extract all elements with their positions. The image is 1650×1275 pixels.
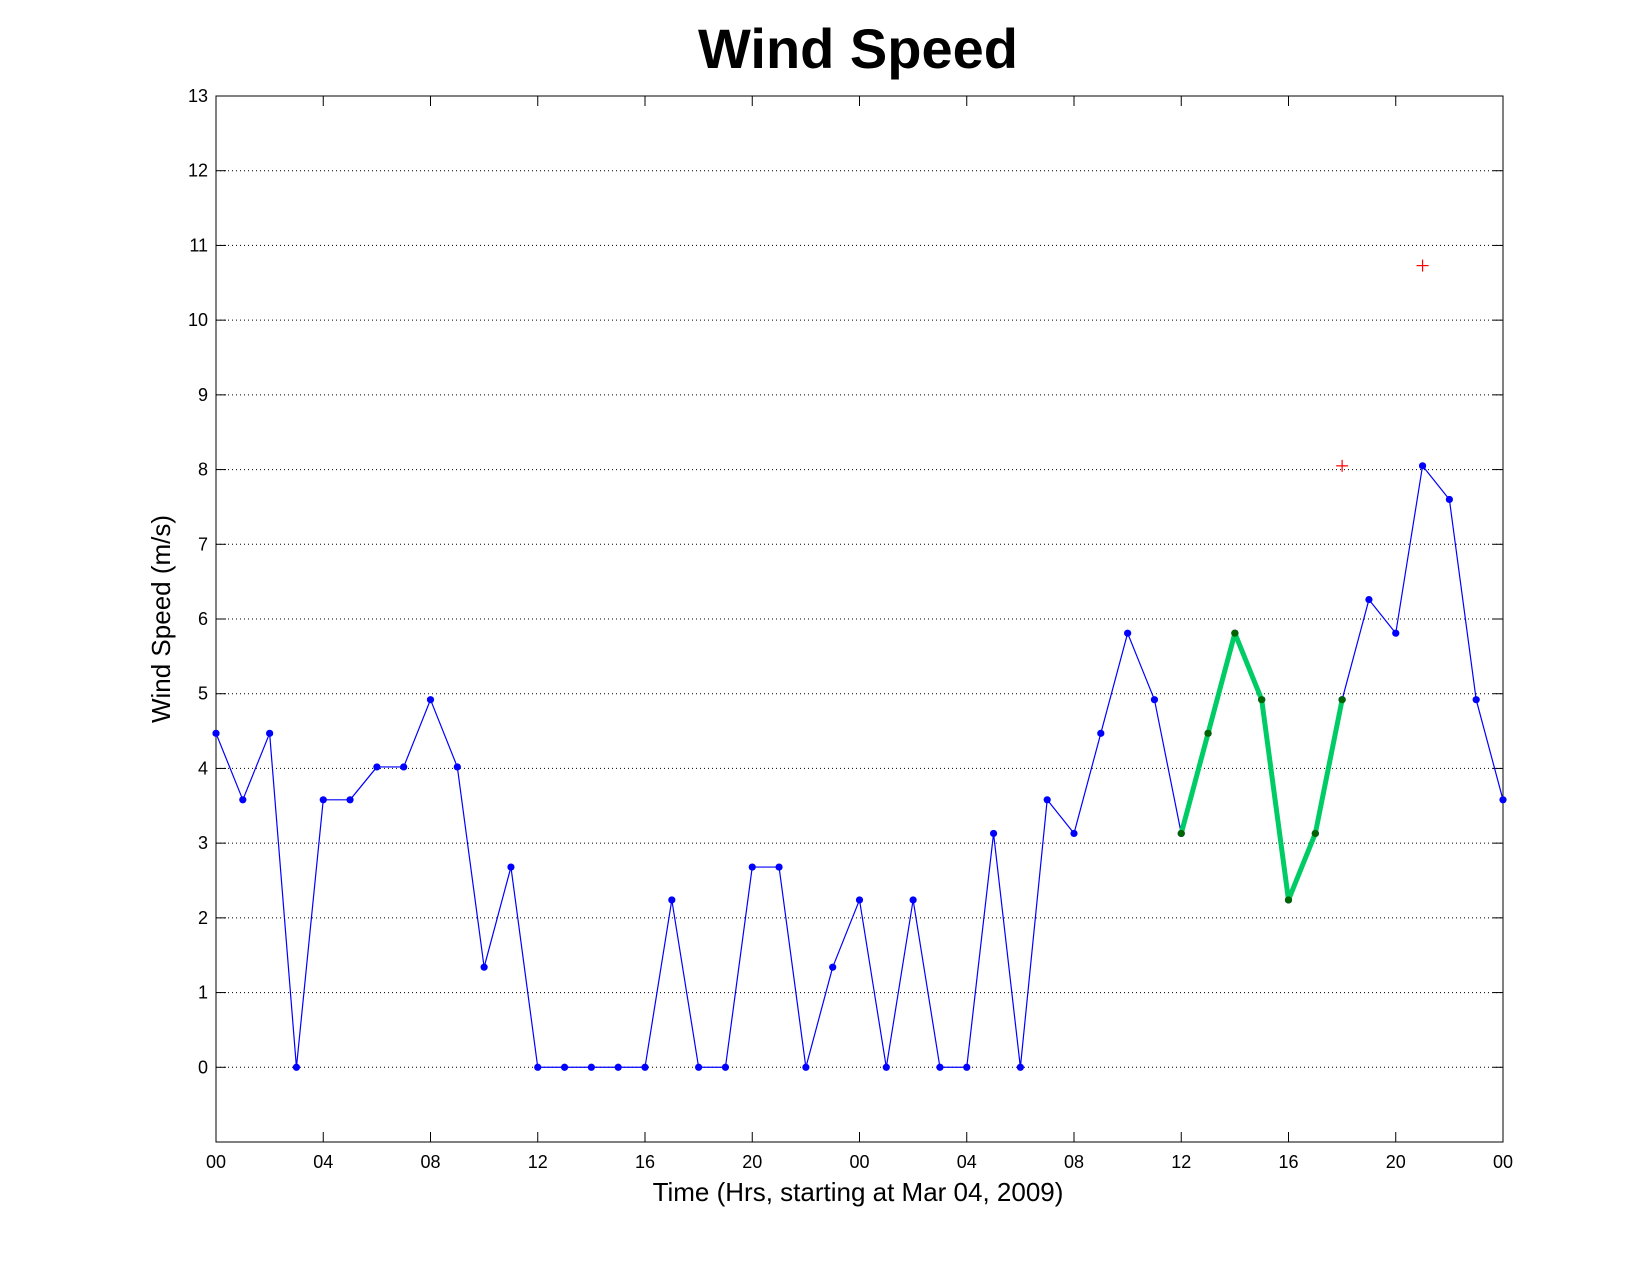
plus-marker-point xyxy=(1336,459,1349,472)
wind-speed-data-point xyxy=(239,796,247,804)
highlight-data-point xyxy=(1177,829,1185,838)
y-tick-label: 11 xyxy=(189,235,208,255)
y-tick-label: 12 xyxy=(188,161,208,181)
wind-speed-data-point xyxy=(346,796,354,804)
wind-speed-data-point xyxy=(721,1063,730,1071)
highlight-data-point xyxy=(1338,696,1346,704)
highlight-data-point xyxy=(1284,896,1293,904)
wind-speed-data-point xyxy=(1016,1063,1024,1071)
wind-speed-data-point xyxy=(560,1063,569,1071)
wind-speed-data-point xyxy=(882,1063,890,1071)
x-tick-label: 04 xyxy=(957,1152,977,1172)
wind-speed-data-point xyxy=(668,896,676,904)
x-tick-label: 00 xyxy=(1493,1152,1513,1172)
x-tick-label: 08 xyxy=(420,1152,440,1172)
wind-speed-data-point xyxy=(748,863,756,871)
wind-speed-data-point xyxy=(266,729,274,737)
y-tick-label: 3 xyxy=(198,833,208,853)
y-tick-label: 5 xyxy=(198,684,208,704)
wind-speed-data-point xyxy=(1499,796,1507,804)
y-tick-label: 0 xyxy=(198,1057,208,1077)
wind-speed-data-point xyxy=(426,696,435,704)
wind-speed-data-point xyxy=(963,1063,971,1071)
wind-speed-data-point xyxy=(453,763,461,771)
wind-speed-data-point xyxy=(1445,495,1453,504)
wind-speed-data-point xyxy=(1070,829,1078,838)
x-tick-label: 16 xyxy=(1278,1152,1298,1172)
y-axis-label: Wind Speed (m/s) xyxy=(146,515,176,723)
wind-speed-data-point xyxy=(775,863,783,871)
wind-speed-data-point xyxy=(1097,729,1105,737)
x-tick-label: 20 xyxy=(742,1152,762,1172)
wind-speed-data-point xyxy=(641,1063,649,1071)
wind-speed-data-point xyxy=(1392,629,1400,637)
plus-marker-point xyxy=(1416,259,1429,272)
wind-speed-data-point xyxy=(319,796,327,804)
x-tick-label: 12 xyxy=(1171,1152,1191,1172)
series-layer xyxy=(212,259,1507,1071)
wind-speed-data-point xyxy=(695,1063,703,1071)
wind-speed-data-point xyxy=(587,1063,595,1071)
wind-speed-data-point xyxy=(989,829,998,838)
x-tick-label: 00 xyxy=(206,1152,226,1172)
x-tick-label: 00 xyxy=(849,1152,869,1172)
wind-speed-data-point xyxy=(1124,629,1132,637)
highlight-data-point xyxy=(1204,729,1212,737)
y-tick-label: 2 xyxy=(198,908,208,928)
x-axis-label: Time (Hrs, starting at Mar 04, 2009) xyxy=(653,1177,1064,1207)
y-tick-label: 13 xyxy=(188,86,208,106)
x-tick-label: 16 xyxy=(635,1152,655,1172)
wind-speed-data-point xyxy=(507,863,515,871)
highlight-data-point xyxy=(1231,629,1239,637)
wind-speed-data-point xyxy=(802,1063,810,1071)
x-tick-label: 08 xyxy=(1064,1152,1084,1172)
y-tick-label: 4 xyxy=(198,758,208,778)
y-tick-label: 9 xyxy=(198,385,208,405)
y-tick-label: 6 xyxy=(198,609,208,629)
y-tick-label: 8 xyxy=(198,460,208,480)
wind-speed-data-point xyxy=(1418,462,1427,470)
wind-speed-data-point xyxy=(373,763,381,771)
y-tick-label: 7 xyxy=(198,534,208,554)
wind-speed-data-point xyxy=(292,1063,301,1071)
wind-speed-data-point xyxy=(855,896,864,904)
x-tick-label: 20 xyxy=(1386,1152,1406,1172)
wind-speed-data-point xyxy=(1472,696,1480,704)
wind-speed-data-point xyxy=(400,763,408,771)
wind-speed-data-point xyxy=(1043,796,1051,804)
wind-speed-data-point xyxy=(480,963,488,971)
highlight-data-point xyxy=(1258,696,1266,704)
wind-speed-data-point xyxy=(614,1063,622,1071)
wind-speed-data-point xyxy=(1365,595,1373,604)
wind-speed-data-point xyxy=(1150,696,1159,704)
highlight-data-point xyxy=(1311,829,1319,838)
x-tick-label: 04 xyxy=(313,1152,333,1172)
wind-speed-data-point xyxy=(936,1063,944,1071)
y-tick-label: 1 xyxy=(198,983,208,1003)
wind-speed-data-point xyxy=(534,1063,542,1071)
wind-speed-data-point xyxy=(212,729,220,737)
x-tick-label: 12 xyxy=(528,1152,548,1172)
wind-speed-data-point xyxy=(829,963,837,971)
wind-speed-data-point xyxy=(909,896,917,904)
chart-title: Wind Speed xyxy=(698,17,1018,80)
y-tick-label: 10 xyxy=(188,310,208,330)
